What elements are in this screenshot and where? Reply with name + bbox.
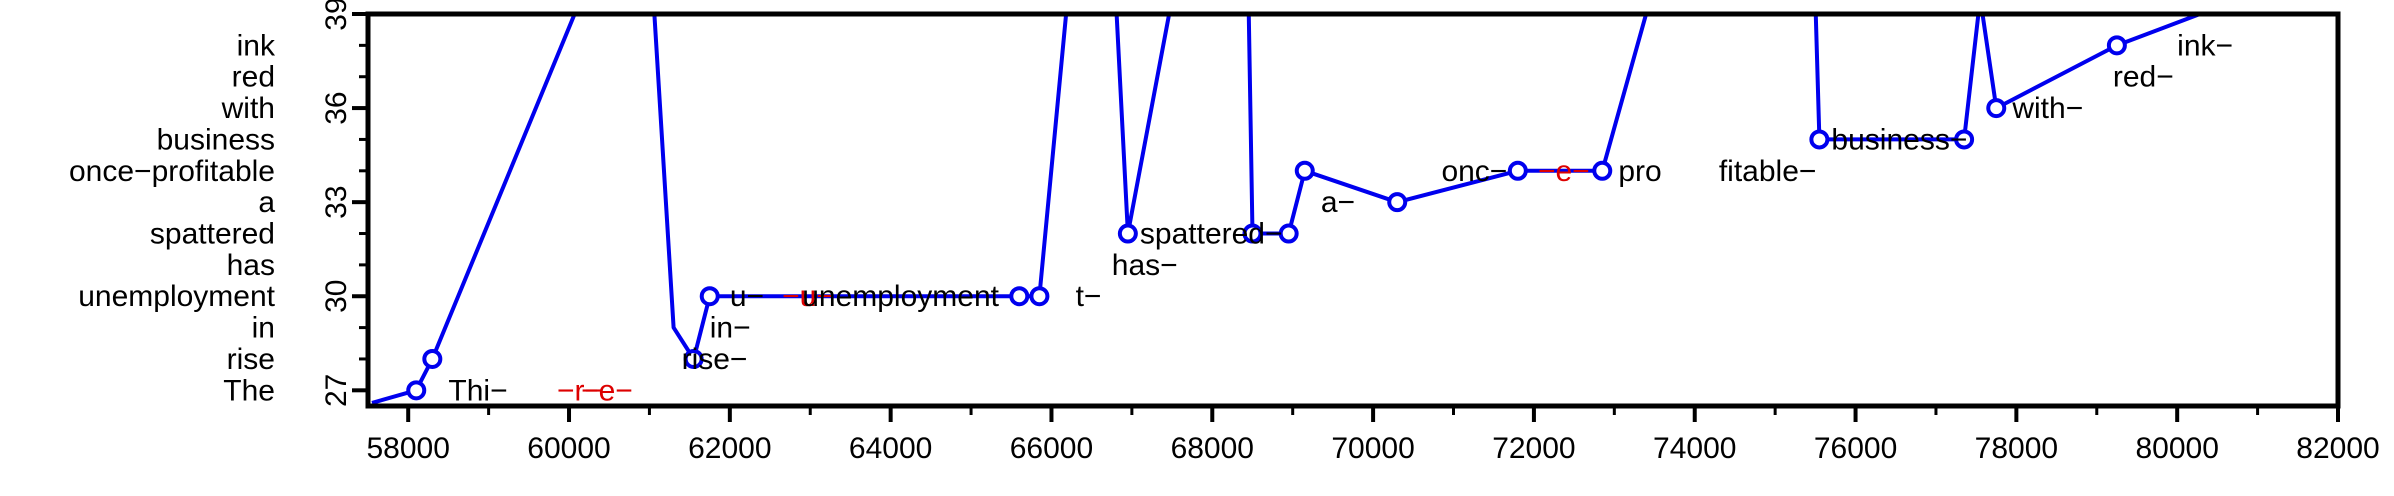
y-category-label: ink bbox=[237, 29, 276, 62]
y-category-label: The bbox=[223, 374, 275, 407]
y-category-label: with bbox=[221, 92, 275, 125]
y-tick-label: 33 bbox=[320, 185, 353, 218]
y-category-label: spattered bbox=[150, 218, 275, 251]
y-tick-label: 36 bbox=[320, 91, 353, 124]
y-category-label: unemployment bbox=[78, 280, 275, 313]
data-point bbox=[1278, 223, 1299, 244]
x-tick-label: 80000 bbox=[2135, 432, 2218, 465]
x-tick-label: 74000 bbox=[1653, 432, 1736, 465]
overlay-label: with− bbox=[2011, 92, 2083, 125]
data-point bbox=[406, 380, 427, 401]
data-point bbox=[1809, 129, 1830, 150]
overlay-label: −r− bbox=[557, 374, 602, 407]
data-point bbox=[1242, 223, 1263, 244]
overlay-label: unemployment bbox=[802, 280, 999, 313]
data-point bbox=[422, 348, 443, 369]
data-point bbox=[699, 286, 720, 307]
x-tick-label: 82000 bbox=[2296, 432, 2379, 465]
overlay-label: ink− bbox=[2177, 29, 2233, 62]
y-category-label: rise bbox=[227, 343, 275, 376]
y-category-label: a bbox=[258, 186, 275, 219]
overlay-label: −u− bbox=[782, 280, 834, 313]
overlay-label: −e− bbox=[1538, 155, 1590, 188]
x-axis: 58000 60000 62000 64000 66000 68000 70000 72000… bbox=[366, 406, 2380, 465]
x-tick-label: 70000 bbox=[1331, 432, 1414, 465]
data-point bbox=[1507, 160, 1528, 181]
y-category-label: once−profitable bbox=[69, 155, 275, 188]
y-tick-label: 39 bbox=[320, 0, 353, 31]
x-tick-label: 66000 bbox=[1010, 432, 1093, 465]
x-tick-label: 78000 bbox=[1975, 432, 2058, 465]
overlay-label: Thi− bbox=[448, 374, 507, 407]
overlay-label: pro bbox=[1618, 155, 1661, 188]
overlay-label: business− bbox=[1831, 123, 1967, 156]
overlay-label: u− bbox=[730, 280, 764, 313]
overlay-label: spattered− bbox=[1140, 218, 1283, 251]
y-tick-label: 30 bbox=[320, 280, 353, 313]
data-point bbox=[1294, 160, 1315, 181]
data-point bbox=[2106, 35, 2127, 56]
x-tick-label: 58000 bbox=[366, 432, 449, 465]
x-tick-label: 72000 bbox=[1492, 432, 1575, 465]
data-point bbox=[1117, 223, 1138, 244]
data-point bbox=[1954, 129, 1975, 150]
data-point bbox=[683, 348, 704, 369]
x-tick-label: 76000 bbox=[1814, 432, 1897, 465]
overlay-label: rise− bbox=[682, 343, 748, 376]
x-tick-label: 64000 bbox=[849, 432, 932, 465]
y-category-label: business bbox=[157, 123, 275, 156]
y-category-label: has bbox=[227, 249, 275, 282]
x-tick-label: 60000 bbox=[527, 432, 610, 465]
overlay-label: has− bbox=[1112, 249, 1178, 282]
overlay-label: fitable− bbox=[1719, 155, 1817, 188]
y-axis: 27 30 33 36 39 bbox=[320, 0, 368, 407]
data-point bbox=[1009, 286, 1030, 307]
overlay-label: t− bbox=[1076, 280, 1102, 313]
data-markers bbox=[406, 35, 2127, 401]
y-tick-label: 27 bbox=[320, 374, 353, 407]
data-series-line bbox=[371, 14, 2206, 405]
data-point bbox=[1387, 192, 1408, 213]
data-point bbox=[1592, 160, 1613, 181]
overlay-label: onc− bbox=[1441, 155, 1507, 188]
x-tick-label: 62000 bbox=[688, 432, 771, 465]
y-category-label: in bbox=[252, 312, 275, 345]
y-category-labels: Theriseinunemploymenthasspatteredaonce−p… bbox=[69, 29, 276, 407]
text-overlays: Thi− −r−−e−rise−in−u− −u−unemployment t−has… bbox=[448, 29, 2233, 407]
overlay-label: a− bbox=[1321, 186, 1355, 219]
overlay-label: red− bbox=[2113, 61, 2174, 94]
overlay-label: −e− bbox=[581, 374, 633, 407]
plot-frame bbox=[365, 11, 2341, 409]
x-tick-label: 68000 bbox=[1171, 432, 1254, 465]
series-line-0 bbox=[371, 14, 2206, 405]
data-point bbox=[1029, 286, 1050, 307]
y-category-label: red bbox=[232, 61, 275, 94]
overlay-label: in− bbox=[710, 312, 751, 345]
data-point bbox=[1986, 98, 2007, 119]
